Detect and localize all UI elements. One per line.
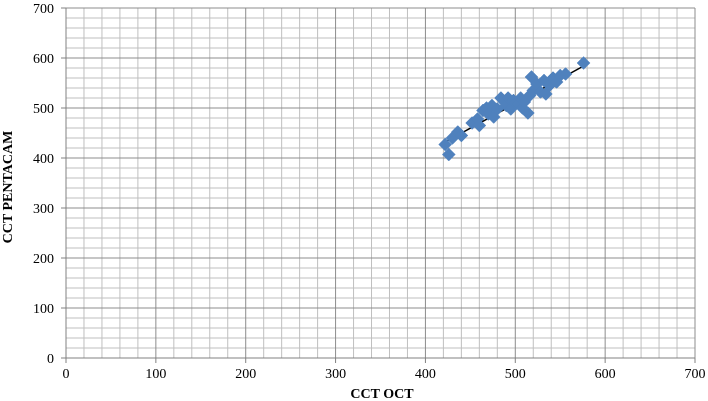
data-point [441, 147, 456, 162]
data-point [576, 56, 591, 70]
data-point [521, 106, 535, 120]
data-point [438, 137, 453, 152]
data-point [454, 128, 469, 143]
data-point [558, 67, 573, 81]
x-tick-label: 500 [505, 367, 526, 382]
y-tick-label: 600 [33, 52, 54, 67]
x-tick-label: 700 [685, 367, 706, 382]
y-tick-label: 100 [33, 302, 54, 317]
x-tick-label: 400 [415, 367, 436, 382]
y-tick-label: 400 [33, 152, 54, 167]
x-tick-label: 200 [235, 367, 256, 382]
y-tick-label: 200 [33, 252, 54, 267]
x-tick-label: 100 [145, 367, 166, 382]
y-tick-label: 0 [47, 352, 54, 367]
y-tick-label: 500 [33, 102, 54, 117]
y-tick-label: 700 [33, 2, 54, 17]
x-axis-title: CCT OCT [350, 387, 414, 401]
y-tick-label: 300 [33, 202, 54, 217]
x-tick-labels: 0 100 200 300 400 500 600 700 [63, 367, 706, 382]
x-tick-label: 600 [595, 367, 616, 382]
data-points [438, 56, 591, 162]
x-tick-label: 300 [325, 367, 346, 382]
y-tick-labels: 0 100 200 300 400 500 600 700 [33, 2, 54, 367]
axes [61, 7, 696, 363]
major-gridlines [65, 7, 696, 359]
data-point [472, 118, 487, 133]
x-tick-label: 0 [63, 367, 70, 382]
minor-gridlines [66, 8, 695, 358]
y-axis-title: CCT PENTACAM [1, 131, 16, 244]
